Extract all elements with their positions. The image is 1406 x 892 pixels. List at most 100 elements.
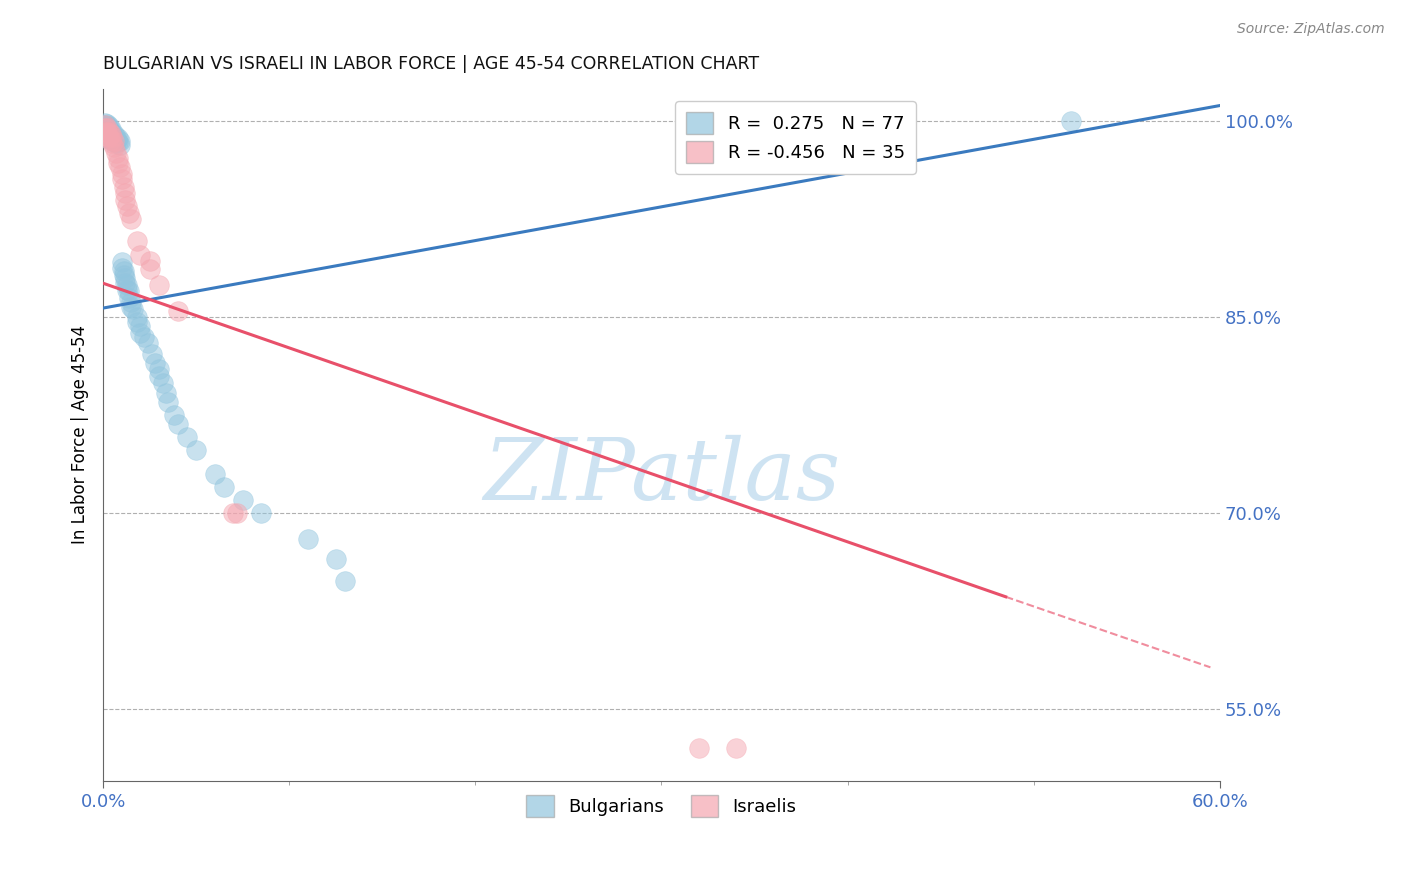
Point bbox=[724, 741, 747, 756]
Point bbox=[141, 347, 163, 361]
Point bbox=[1060, 114, 1083, 128]
Point bbox=[108, 160, 131, 174]
Point bbox=[107, 156, 129, 170]
Point bbox=[103, 128, 125, 142]
Text: BULGARIAN VS ISRAELI IN LABOR FORCE | AGE 45-54 CORRELATION CHART: BULGARIAN VS ISRAELI IN LABOR FORCE | AG… bbox=[103, 55, 759, 73]
Point bbox=[101, 134, 124, 148]
Point bbox=[112, 264, 135, 278]
Point bbox=[97, 130, 120, 145]
Point bbox=[96, 122, 118, 136]
Point bbox=[112, 179, 135, 194]
Point bbox=[96, 128, 118, 143]
Point bbox=[222, 506, 245, 520]
Point bbox=[117, 277, 139, 292]
Point bbox=[118, 284, 141, 298]
Point bbox=[105, 145, 128, 160]
Point bbox=[122, 302, 145, 317]
Point bbox=[100, 122, 122, 136]
Point bbox=[96, 128, 118, 142]
Point bbox=[97, 126, 120, 140]
Point bbox=[97, 130, 120, 145]
Point bbox=[166, 417, 188, 432]
Point bbox=[148, 277, 170, 292]
Point bbox=[107, 151, 129, 165]
Point bbox=[143, 356, 166, 370]
Point bbox=[103, 140, 125, 154]
Point bbox=[138, 261, 160, 276]
Point bbox=[94, 125, 117, 139]
Point bbox=[105, 130, 128, 145]
Point bbox=[118, 205, 141, 219]
Point bbox=[129, 247, 152, 261]
Y-axis label: In Labor Force | Age 45-54: In Labor Force | Age 45-54 bbox=[72, 326, 89, 544]
Point bbox=[107, 135, 129, 149]
Point bbox=[118, 291, 141, 305]
Point bbox=[148, 369, 170, 384]
Point bbox=[125, 315, 148, 329]
Point bbox=[250, 506, 273, 520]
Point bbox=[125, 310, 148, 325]
Point bbox=[97, 125, 120, 139]
Point bbox=[94, 120, 117, 135]
Point bbox=[163, 408, 186, 422]
Point bbox=[114, 193, 136, 207]
Point bbox=[94, 118, 117, 132]
Point bbox=[148, 362, 170, 376]
Point bbox=[96, 125, 118, 139]
Point bbox=[157, 395, 180, 409]
Point bbox=[125, 235, 148, 249]
Point bbox=[103, 134, 125, 148]
Point bbox=[96, 125, 118, 139]
Point bbox=[96, 120, 118, 134]
Point bbox=[101, 126, 124, 140]
Point bbox=[94, 125, 117, 139]
Point bbox=[120, 294, 142, 309]
Point bbox=[105, 132, 128, 146]
Point bbox=[100, 128, 122, 142]
Point bbox=[114, 277, 136, 291]
Point bbox=[100, 132, 122, 146]
Point bbox=[96, 117, 118, 131]
Point bbox=[129, 326, 152, 340]
Point bbox=[100, 130, 122, 145]
Point bbox=[129, 319, 152, 334]
Point bbox=[204, 467, 226, 481]
Point bbox=[94, 120, 117, 134]
Point bbox=[297, 533, 319, 547]
Point bbox=[166, 303, 188, 318]
Point bbox=[94, 115, 117, 129]
Point bbox=[111, 255, 134, 269]
Point bbox=[100, 126, 122, 140]
Point bbox=[97, 120, 120, 134]
Point bbox=[97, 122, 120, 136]
Point bbox=[105, 136, 128, 151]
Point bbox=[117, 283, 139, 297]
Point bbox=[155, 386, 177, 401]
Point bbox=[103, 132, 125, 146]
Point bbox=[226, 506, 249, 520]
Point bbox=[114, 186, 136, 200]
Point bbox=[107, 131, 129, 145]
Point bbox=[120, 300, 142, 314]
Point bbox=[138, 254, 160, 268]
Point bbox=[108, 134, 131, 148]
Point bbox=[212, 480, 235, 494]
Point bbox=[176, 430, 198, 444]
Text: ZIPatlas: ZIPatlas bbox=[482, 435, 839, 517]
Point bbox=[325, 552, 347, 566]
Point bbox=[94, 118, 117, 132]
Point bbox=[101, 136, 124, 151]
Point bbox=[111, 260, 134, 275]
Point bbox=[112, 268, 135, 283]
Point bbox=[94, 122, 117, 136]
Legend: Bulgarians, Israelis: Bulgarians, Israelis bbox=[519, 788, 804, 824]
Point bbox=[96, 131, 118, 145]
Text: Source: ZipAtlas.com: Source: ZipAtlas.com bbox=[1237, 22, 1385, 37]
Point bbox=[152, 376, 174, 390]
Point bbox=[132, 330, 155, 344]
Point bbox=[688, 741, 710, 756]
Point bbox=[136, 336, 159, 351]
Point bbox=[111, 167, 134, 181]
Point bbox=[96, 120, 118, 135]
Point bbox=[186, 443, 208, 458]
